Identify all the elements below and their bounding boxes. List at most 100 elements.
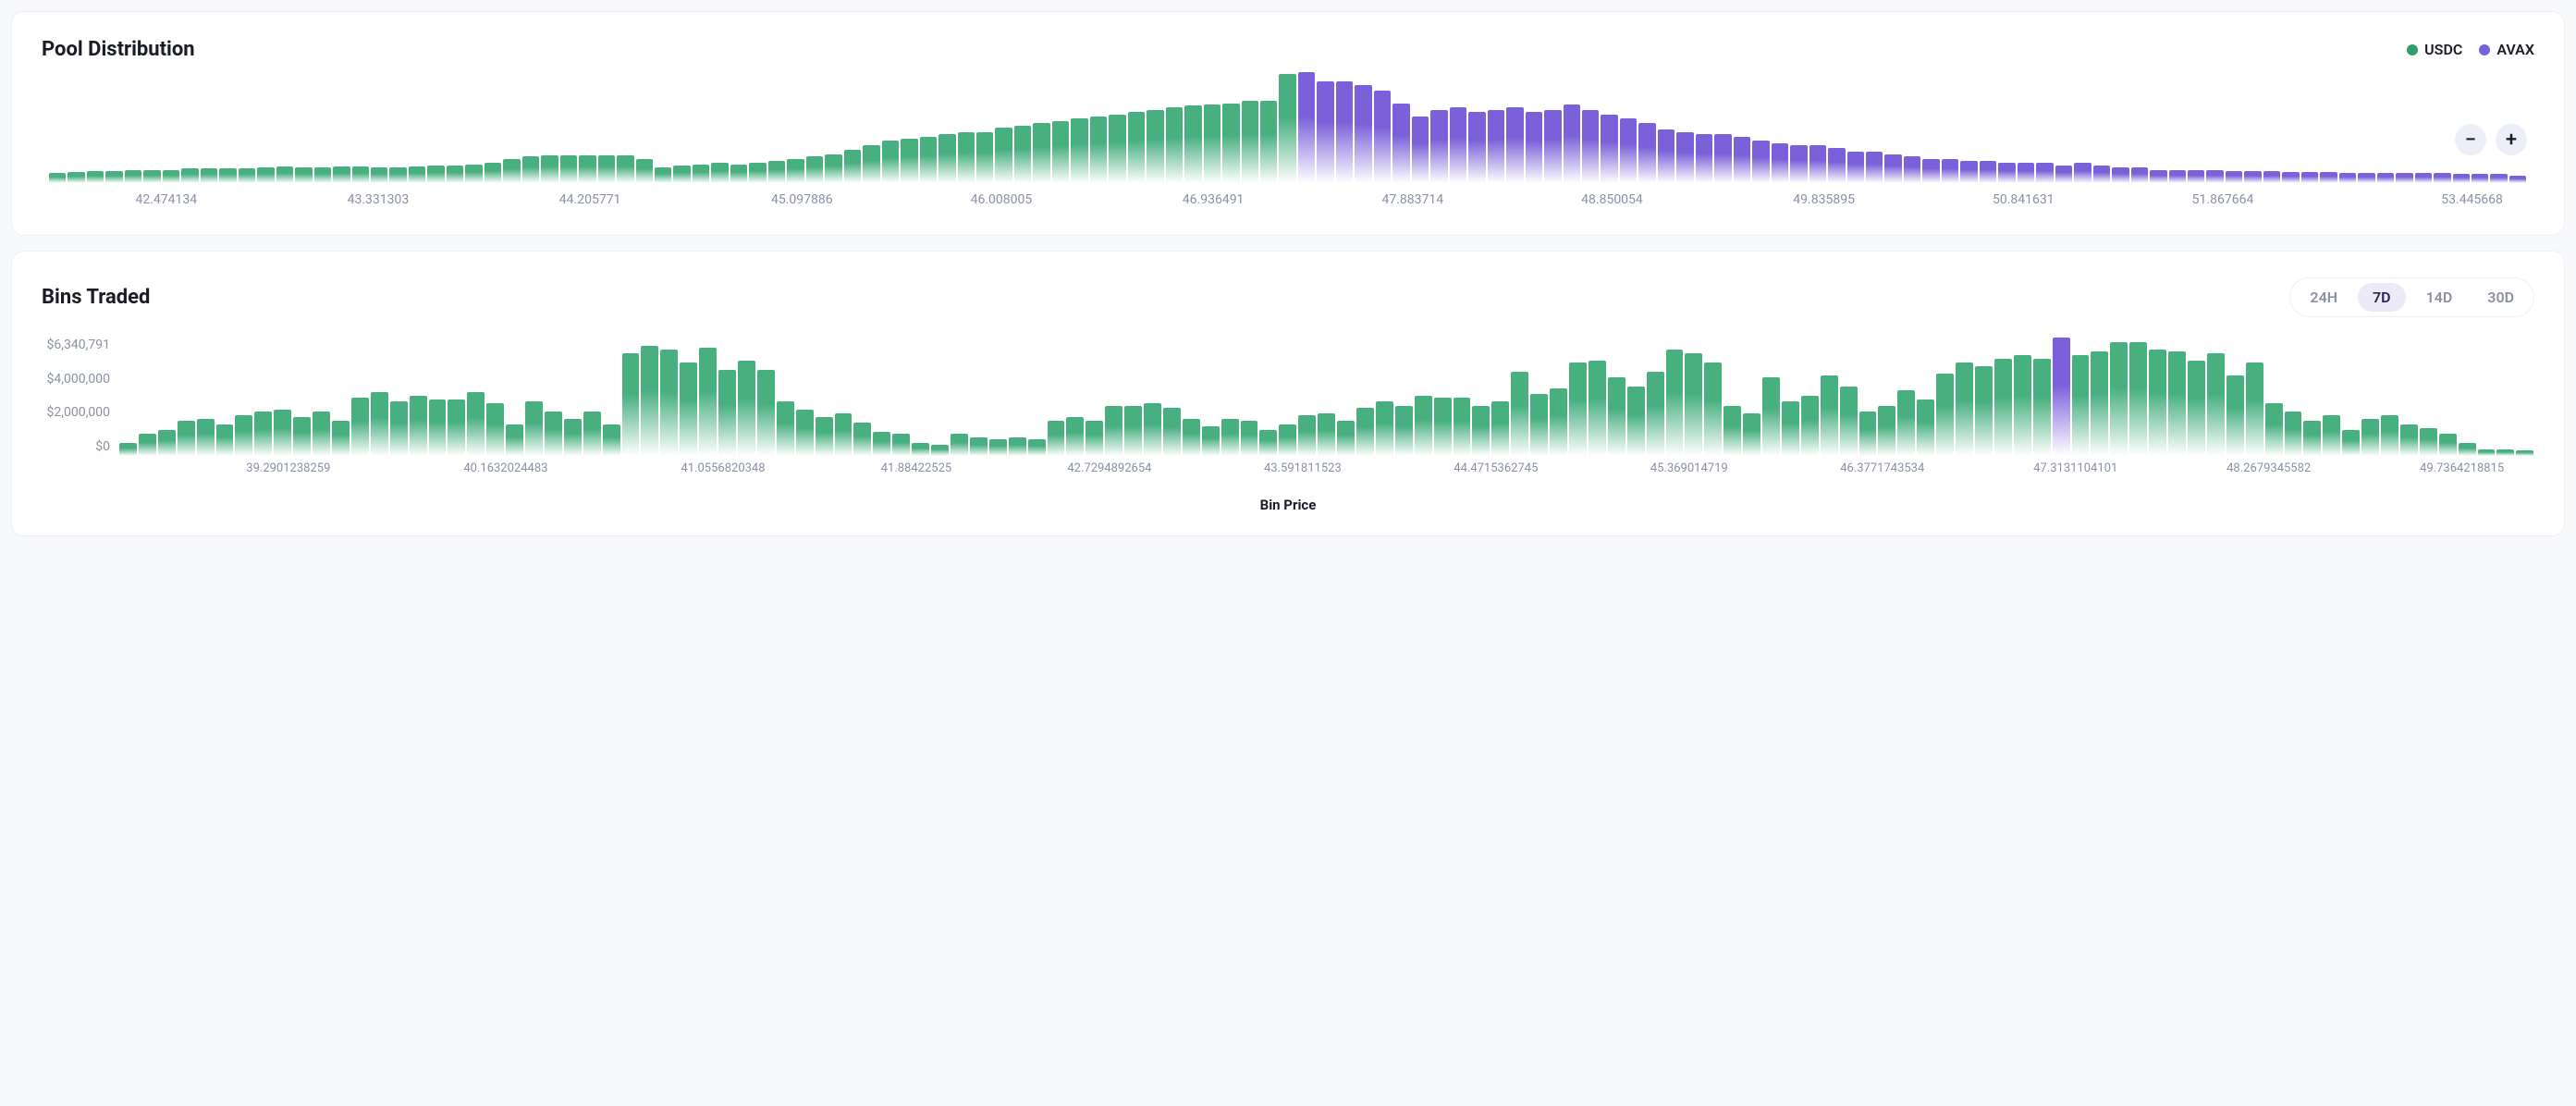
bins-traded-bar — [545, 412, 562, 456]
distribution-bar — [2358, 173, 2374, 183]
distribution-bar — [49, 173, 66, 183]
bins-traded-bar — [796, 410, 814, 456]
distribution-bar — [1828, 148, 1845, 183]
distribution-bar — [958, 132, 975, 183]
bins-traded-bar — [1956, 363, 1973, 456]
distribution-bar — [1734, 137, 1750, 183]
bins-traded-bar — [2516, 450, 2533, 456]
bins-traded-bar — [1511, 372, 1528, 456]
bins-traded-bar — [1376, 401, 1393, 456]
bins-traded-bar — [1704, 363, 1722, 456]
x-tick-label: 43.591811523 — [1264, 461, 1342, 475]
distribution-bar — [1790, 145, 1807, 183]
bins-traded-bar — [1685, 353, 1702, 456]
time-tab-24h[interactable]: 24H — [2295, 283, 2352, 312]
distribution-bar — [2472, 174, 2488, 183]
bins-traded-bar — [1859, 412, 1877, 456]
distribution-bar — [2377, 173, 2394, 183]
distribution-bar — [503, 159, 520, 183]
distribution-bar — [2339, 173, 2356, 183]
zoom-controls: − + — [2455, 124, 2527, 155]
legend-label: AVAX — [2496, 41, 2534, 58]
bins-traded-bar — [873, 432, 890, 456]
distribution-bar — [447, 166, 463, 183]
distribution-bar — [219, 168, 236, 183]
bins-traded-bar — [1105, 406, 1122, 457]
distribution-bar — [1960, 161, 1977, 183]
bins-traded-bar — [467, 392, 485, 456]
distribution-bar — [1166, 107, 1183, 183]
bins-traded-bar — [1048, 421, 1065, 456]
legend-item: AVAX — [2479, 41, 2534, 58]
bins-traded-bar — [2303, 421, 2321, 456]
distribution-bar — [2131, 167, 2148, 183]
time-tab-7d[interactable]: 7D — [2358, 283, 2406, 312]
bins-traded-bar — [2439, 434, 2457, 456]
distribution-bar — [882, 141, 899, 183]
bins-traded-bar — [158, 430, 176, 456]
distribution-bar — [143, 170, 160, 183]
time-tab-30d[interactable]: 30D — [2472, 283, 2529, 312]
distribution-bar — [1601, 115, 1617, 183]
bins-traded-header: Bins Traded 24H7D14D30D — [42, 277, 2534, 317]
bins-traded-bar — [892, 434, 910, 456]
bins-traded-bar — [2033, 359, 2051, 456]
time-tab-14d[interactable]: 14D — [2411, 283, 2468, 312]
distribution-bar — [1317, 81, 1333, 183]
bins-traded-bar — [1279, 424, 1296, 456]
distribution-bar — [2301, 172, 2318, 183]
distribution-bar — [1242, 101, 1258, 183]
distribution-bar — [579, 155, 595, 183]
distribution-bar — [2093, 166, 2110, 183]
x-tick-label: 49.7364218815 — [2420, 461, 2504, 475]
distribution-bar — [1658, 129, 1674, 183]
bins-traded-bar — [564, 419, 582, 456]
distribution-bar — [2206, 170, 2223, 183]
distribution-bar — [1904, 156, 1920, 183]
bins-traded-bar — [1415, 396, 1432, 456]
bins-traded-body: 39.290123825940.163202448341.05568203484… — [119, 338, 2534, 480]
distribution-bar — [1866, 152, 1883, 183]
distribution-bar — [768, 161, 785, 183]
bins-traded-chart: $6,340,791$4,000,000$2,000,000$0 39.2901… — [42, 338, 2534, 480]
bins-traded-bar — [777, 401, 794, 456]
distribution-bar — [2055, 166, 2072, 183]
bins-traded-bars — [119, 338, 2534, 456]
bins-traded-title: Bins Traded — [42, 286, 150, 309]
distribution-bar — [636, 159, 653, 183]
x-tick-label: 39.2901238259 — [246, 461, 330, 475]
bins-traded-bar — [410, 396, 427, 456]
x-tick-label: 45.369014719 — [1650, 461, 1728, 475]
distribution-bar — [333, 166, 350, 183]
distribution-bar — [1128, 112, 1145, 183]
bins-traded-bar — [931, 445, 949, 456]
bins-traded-bar — [1086, 421, 1103, 456]
bins-traded-bar — [2110, 342, 2128, 456]
bins-traded-bar — [1762, 377, 1780, 456]
x-tick-label: 46.3771743534 — [1840, 461, 1924, 475]
bins-traded-bar — [583, 412, 601, 456]
bins-traded-y-axis: $6,340,791$4,000,000$2,000,000$0 — [42, 338, 119, 456]
distribution-bar — [560, 155, 577, 183]
bins-traded-bar — [2246, 363, 2263, 456]
bins-traded-bar — [699, 348, 717, 456]
bins-traded-bar — [989, 439, 1007, 456]
bins-traded-bar — [2072, 355, 2090, 456]
bins-traded-bar — [1009, 437, 1026, 456]
distribution-bar — [2415, 173, 2432, 183]
bins-traded-bar — [1627, 387, 1645, 456]
bins-traded-bar — [1936, 374, 1954, 456]
distribution-bar — [276, 166, 293, 183]
zoom-out-button[interactable]: − — [2455, 124, 2486, 155]
distribution-bar — [2490, 174, 2507, 183]
bins-traded-bar — [429, 399, 447, 456]
distribution-bar — [1544, 110, 1561, 183]
distribution-bar — [1620, 118, 1637, 183]
bins-traded-bar — [2496, 449, 2514, 456]
zoom-in-button[interactable]: + — [2496, 124, 2527, 155]
distribution-bar — [787, 159, 803, 183]
x-tick-label: 53.445668 — [2441, 192, 2503, 207]
y-tick-label: $4,000,000 — [42, 372, 110, 387]
distribution-bar — [1033, 123, 1049, 183]
bins-traded-bar — [293, 417, 311, 456]
